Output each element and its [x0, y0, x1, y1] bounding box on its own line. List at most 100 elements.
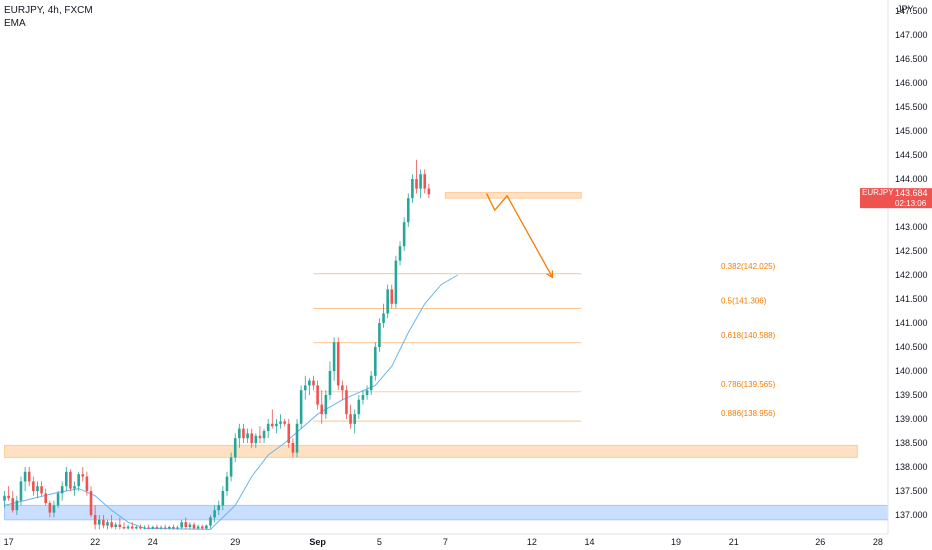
fib-label-0: 0.382(142.025): [721, 262, 776, 271]
x-tick-label: 5: [377, 537, 382, 547]
candle-body: [242, 428, 245, 439]
y-tick-label: 139.000: [895, 414, 928, 424]
last-price-symbol-tag: [860, 188, 890, 198]
candle-body: [336, 342, 340, 386]
y-tick-label: 137.500: [895, 486, 928, 496]
zone-1: [4, 444, 858, 458]
candle-body: [163, 527, 167, 529]
candle-body: [229, 457, 233, 477]
fib-label-2: 0.618(140.588): [721, 331, 776, 340]
zone-2: [444, 191, 582, 199]
candle-body: [254, 435, 258, 443]
candle-body: [209, 517, 212, 526]
x-tick-label: 7: [443, 537, 448, 547]
candle-body: [378, 323, 381, 347]
candle-body: [299, 390, 303, 424]
candle-body: [308, 380, 311, 386]
candle-body: [225, 476, 229, 491]
candle-body: [398, 246, 402, 261]
candle-body: [238, 428, 241, 439]
candle-body: [390, 289, 394, 304]
y-tick-label: 138.500: [895, 438, 928, 448]
candle-body: [155, 527, 159, 529]
candle-body: [176, 527, 179, 529]
y-tick-label: 142.500: [895, 246, 928, 256]
candle-body: [106, 522, 109, 526]
candle-body: [332, 342, 336, 371]
candle-body: [65, 471, 68, 487]
candle-body: [266, 423, 270, 431]
x-tick-label: 17: [4, 537, 14, 547]
currency-label: JPY: [897, 4, 914, 14]
candle-body: [233, 438, 237, 458]
candle-body: [77, 474, 80, 487]
candle-body: [271, 423, 274, 427]
candle-body: [349, 414, 352, 424]
candle-body: [357, 399, 361, 415]
candle-body: [52, 505, 56, 513]
candle-body: [32, 481, 35, 491]
fib-label-1: 0.5(141.306): [721, 296, 767, 305]
fib-label-4: 0.886(138.956): [721, 409, 776, 418]
x-tick-label: Sep: [309, 537, 326, 547]
candle-body: [19, 481, 23, 501]
x-tick-label: 12: [527, 537, 537, 547]
candle-body: [89, 491, 93, 515]
y-tick-label: 147.500: [895, 6, 928, 16]
ema-line: [4, 274, 458, 530]
candle-body: [110, 522, 113, 527]
y-tick-label: 146.500: [895, 54, 928, 64]
candle-body: [275, 423, 278, 427]
candle-body: [213, 510, 216, 518]
y-tick-label: 146.000: [895, 78, 928, 88]
candle-body: [196, 526, 200, 529]
candle-body: [423, 174, 427, 189]
candle-body: [114, 524, 118, 527]
candle-body: [15, 500, 19, 511]
y-tick-label: 140.000: [895, 366, 928, 376]
candle-body: [394, 260, 398, 304]
candle-body: [353, 414, 356, 424]
candle-body: [258, 435, 262, 439]
candle-body: [73, 486, 76, 489]
candle-body: [205, 525, 208, 529]
last-price-countdown: 02:13:06: [895, 199, 927, 208]
candle-body: [192, 524, 196, 529]
last-price-value: 143.684: [895, 188, 928, 198]
candle-body: [93, 515, 97, 525]
x-tick-label: 28: [873, 537, 883, 547]
price-axis-bg: [888, 0, 932, 550]
candle-body: [406, 198, 410, 223]
candle-body: [341, 385, 344, 391]
y-tick-label: 145.500: [895, 102, 928, 112]
candle-body: [7, 495, 10, 499]
candle-body: [374, 347, 377, 376]
x-tick-label: 19: [671, 537, 681, 547]
candle-body: [361, 395, 365, 400]
y-tick-label: 144.000: [895, 174, 928, 184]
y-tick-label: 138.000: [895, 462, 928, 472]
candle-body: [287, 423, 291, 443]
candle-body: [324, 395, 328, 415]
candle-body: [97, 519, 101, 525]
chart-title: EURJPY, 4h, FXCM: [4, 5, 93, 16]
x-tick-label: 29: [230, 537, 240, 547]
candle-body: [172, 527, 175, 529]
projection-arrowhead: [546, 270, 554, 279]
candle-body: [427, 188, 431, 195]
candle-body: [328, 371, 332, 395]
candle-body: [143, 527, 146, 529]
fib-label-3: 0.786(139.565): [721, 380, 776, 389]
candle-body: [48, 503, 52, 513]
candle-body: [118, 524, 122, 527]
last-price-symbol: EURJPY: [862, 188, 894, 197]
candle-body: [69, 471, 72, 489]
candle-body: [320, 404, 324, 415]
y-tick-label: 142.000: [895, 270, 928, 280]
x-tick-label: 24: [148, 537, 158, 547]
candle-body: [382, 313, 385, 323]
y-tick-label: 140.500: [895, 342, 928, 352]
x-tick-label: 22: [90, 537, 100, 547]
